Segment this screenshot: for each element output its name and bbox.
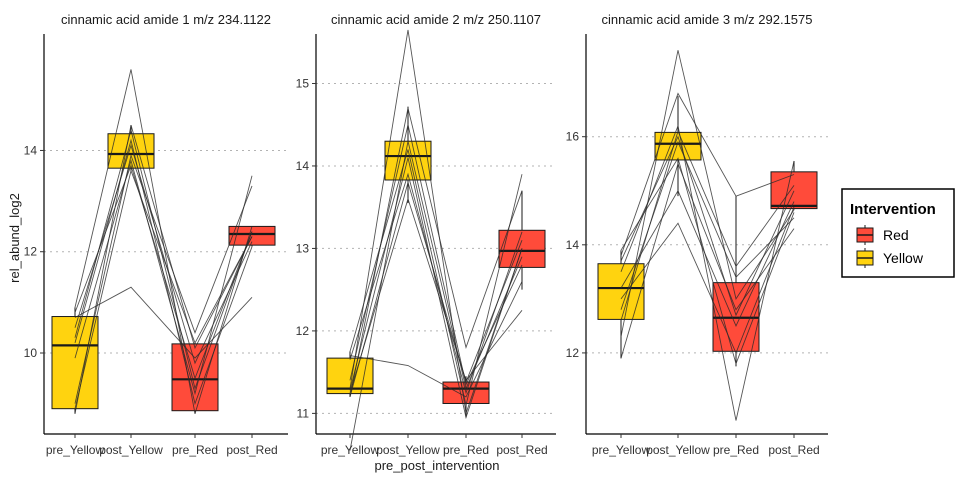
- subject-line: [349, 281, 523, 398]
- x-tick-label: post_Yellow: [376, 443, 440, 457]
- subject-line: [620, 189, 795, 328]
- box-body: [597, 263, 645, 320]
- legend-item-yellow: Yellow: [856, 248, 924, 268]
- x-tick-label: post_Red: [768, 443, 819, 457]
- x-tick-label: pre_Yellow: [592, 443, 651, 457]
- legend-label-yellow: Yellow: [883, 250, 924, 266]
- y-tick-label: 16: [566, 130, 580, 144]
- subject-line: [349, 124, 523, 386]
- subject-line: [620, 92, 795, 256]
- subject-line: [620, 129, 795, 321]
- box-body: [770, 171, 818, 210]
- y-axis-title: rel_abund_log2: [7, 193, 22, 283]
- x-tick-label: pre_Red: [172, 443, 218, 457]
- y-tick-label: 13: [296, 241, 310, 255]
- subject-line: [620, 157, 795, 366]
- x-tick-label: post_Yellow: [646, 443, 710, 457]
- subject-line: [74, 169, 253, 409]
- y-tick-label: 14: [566, 238, 580, 252]
- subject-line: [74, 128, 253, 390]
- y-tick-label: 10: [24, 346, 38, 360]
- subject-line: [74, 124, 253, 414]
- x-tick-label: post_Red: [226, 443, 277, 457]
- subject-line: [620, 135, 795, 317]
- x-tick-label: pre_Red: [713, 443, 759, 457]
- x-tick-label: post_Yellow: [99, 443, 163, 457]
- panel-title: cinnamic acid amide 3 m/z 292.1575: [601, 12, 812, 27]
- y-tick-label: 14: [296, 159, 310, 173]
- subject-line: [349, 157, 523, 420]
- legend-title: Intervention: [850, 201, 936, 218]
- x-axis-title: pre_post_intervention: [374, 458, 499, 473]
- legend: Intervention Red Yellow: [841, 188, 955, 278]
- x-tick-label: pre_Yellow: [46, 443, 105, 457]
- subject-line: [74, 286, 253, 359]
- subject-line: [74, 164, 253, 380]
- panel-1: cinnamic acid amide 1 m/z 234.1122 10 12 14…: [24, 12, 288, 457]
- subject-line: [74, 158, 253, 396]
- legend-item-red: Red: [856, 225, 909, 245]
- y-tick-label: 15: [296, 76, 310, 90]
- x-tick-label: pre_Red: [443, 443, 489, 457]
- panels: cinnamic acid amide 1 m/z 234.1122 10 12 14…: [24, 12, 828, 457]
- box-body: [51, 316, 99, 410]
- subject-line: [620, 206, 795, 355]
- panel-title: cinnamic acid amide 1 m/z 234.1122: [61, 12, 271, 27]
- y-tick-label: 12: [24, 245, 38, 259]
- panel-title: cinnamic acid amide 2 m/z 250.1107: [331, 12, 541, 27]
- y-tick-label: 14: [24, 143, 38, 157]
- box-post_Red: [770, 161, 818, 210]
- subject-line: [349, 149, 523, 406]
- panel-2: cinnamic acid amide 2 m/z 250.1107 11 12 13…: [296, 12, 556, 457]
- x-tick-label: post_Red: [496, 443, 547, 457]
- subject-line: [74, 69, 253, 414]
- box-pre_Yellow: [51, 307, 99, 414]
- subject-line: [349, 29, 523, 414]
- y-tick-label: 11: [297, 406, 310, 420]
- subject-line: [349, 180, 523, 398]
- box-pre_Yellow: [597, 250, 645, 359]
- subject-line: [620, 50, 795, 337]
- y-tick-label: 12: [296, 324, 310, 338]
- y-tick-label: 12: [566, 346, 580, 360]
- panel-3: cinnamic acid amide 3 m/z 292.1575 12 14 16…: [566, 12, 828, 457]
- legend-label-red: Red: [883, 227, 909, 243]
- subject-line: [74, 153, 253, 404]
- box-pre_Red: [712, 196, 760, 367]
- subject-line: [74, 143, 253, 365]
